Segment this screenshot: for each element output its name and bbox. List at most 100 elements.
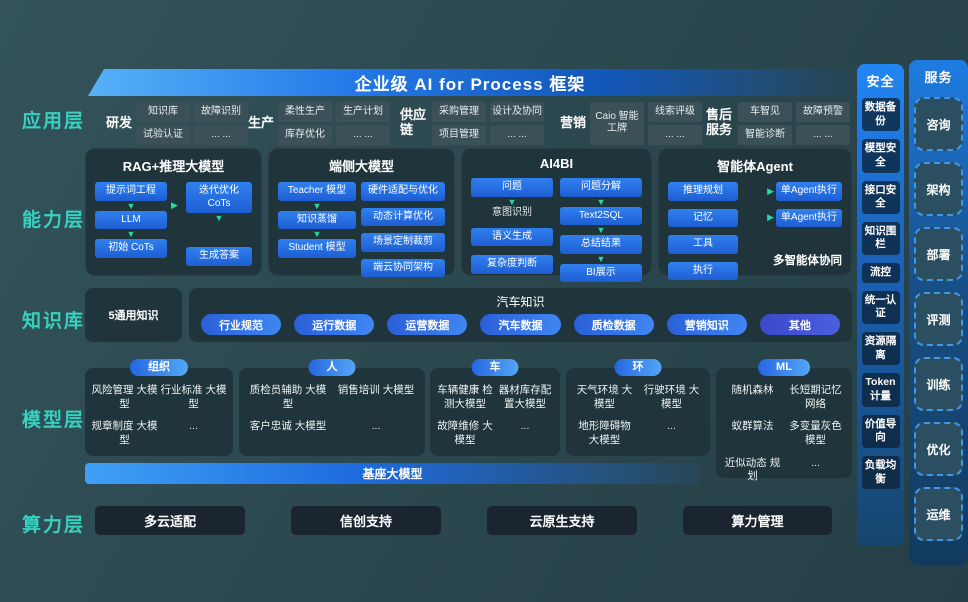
agent-module: 记忆: [668, 208, 738, 227]
app-item: ... ...: [648, 124, 702, 145]
model-item: 天气环境 大模型: [576, 384, 633, 410]
compute-item-cloudnative: 云原生支持: [487, 506, 637, 535]
layer-label-compute: 算力层: [22, 515, 86, 536]
arrow-down-icon: [186, 213, 252, 223]
arrow-down-icon: [278, 201, 356, 211]
services-column: 服务 咨询 架构 部署 评测 训练 优化 运维: [909, 60, 968, 565]
app-group-rnd: 研发 知识库 故障识别 试验认证 ... ...: [106, 100, 248, 146]
app-group-label: 供应链: [400, 107, 427, 137]
knowledge-pill: 运营数据: [387, 314, 468, 335]
app-item: ... ...: [490, 124, 544, 145]
agent-module: 推理规划: [668, 182, 738, 201]
knowledge-pill: 行业规范: [201, 314, 282, 335]
compute-item-multicloud: 多云适配: [95, 506, 245, 535]
model-item: ...: [667, 420, 676, 433]
model-item: 多变量灰色 模型: [789, 420, 842, 446]
knowledge-general-label: 5通用知识: [108, 310, 159, 322]
app-item: 柔性生产: [278, 101, 332, 122]
model-item: ...: [371, 420, 381, 433]
app-item: 采购管理: [432, 101, 486, 122]
app-group-after-sales: 售后服务 车智见 故障预警 智能诊断 ... ...: [706, 100, 850, 146]
cap-box-rag: RAG+推理大模型 提示词工程 LLM 初始 CoTs 迭代优化 CoTs 生成…: [85, 148, 262, 276]
model-item: 器材库存配 置大模型: [498, 384, 552, 410]
arrow-down-icon: [560, 197, 642, 207]
agent-executor: 单Agent执行: [776, 208, 842, 227]
layer-label-knowledge: 知识库: [22, 311, 86, 332]
security-item: 接口安全: [861, 180, 900, 214]
app-group-label: 售后服务: [706, 107, 733, 137]
app-item: 项目管理: [432, 124, 486, 145]
model-group-pill: 组织: [130, 359, 188, 376]
flow-step: 复杂度判断: [471, 255, 553, 274]
model-item: 地形障碍物 大模型: [578, 420, 631, 446]
cap-box-ai4bi: AI4BI 问题 意图识别 语义生成 复杂度判断 问题分解 Text2SQL 总…: [461, 148, 652, 282]
app-item: ... ...: [796, 124, 850, 145]
knowledge-domain-title: 汽车知识: [496, 295, 545, 309]
app-group-items: 车智见 故障预警 智能诊断 ... ...: [738, 101, 850, 145]
layer-label-app: 应用层: [22, 111, 86, 132]
title-banner: 企业级 AI for Process 框架: [88, 69, 852, 96]
security-item: 统一认证: [861, 290, 900, 325]
compute-item-xinchuang: 信创支持: [291, 506, 441, 535]
agent-caption: 多智能体协同: [773, 255, 842, 267]
cap-box-title: RAG+推理大模型: [122, 159, 225, 174]
agent-module: 工具: [668, 235, 738, 254]
arrow-down-icon: [471, 197, 553, 207]
knowledge-pill: 营销知识: [666, 314, 747, 335]
knowledge-pill: 其他: [759, 314, 840, 335]
model-item: 车辆健康 检测大模型: [437, 384, 493, 410]
app-item: 车智见: [738, 101, 792, 122]
base-model-label: 基座大模型: [362, 467, 423, 481]
model-group-environment: 环 天气环境 大模型 行驶环境 大模型 地形障碍物 大模型 ...: [566, 359, 710, 456]
service-item: 咨询: [914, 97, 963, 151]
flow-step: 语义生成: [471, 227, 553, 246]
app-item: 设计及协同: [490, 101, 544, 122]
knowledge-pill-row: 行业规范 运行数据 运营数据 汽车数据 质检数据 营销知识 其他: [201, 314, 840, 335]
knowledge-pill: 质检数据: [573, 314, 654, 335]
model-group-organization: 组织 风险管理 大模型 行业标准 大模型 规章制度 大模型 ...: [85, 359, 233, 456]
knowledge-domain-box: 汽车知识 行业规范 运行数据 运营数据 汽车数据 质检数据 营销知识 其他: [189, 288, 852, 342]
arrow-down-icon: [95, 229, 167, 239]
flow-step: Text2SQL: [560, 206, 642, 225]
model-item: 质检员辅助 大模型: [249, 384, 327, 410]
flow-step: 生成答案: [186, 247, 252, 266]
model-item: 近似动态 规划: [724, 456, 781, 483]
app-group-label: 生产: [248, 114, 275, 130]
app-group-label: 营销: [560, 114, 587, 130]
model-item: 蚁群算法: [731, 420, 774, 433]
app-item: 故障识别: [194, 101, 248, 122]
app-item: ... ...: [194, 124, 248, 145]
model-item: 随机森林: [731, 384, 774, 396]
arrow-down-icon: [560, 254, 642, 264]
app-item: 知识库: [136, 101, 190, 122]
flow-step: LLM: [95, 210, 167, 229]
model-item: 行驶环境 大模型: [643, 384, 700, 410]
app-group-marketing: 营销 Caio 智能工牌 线索评级 ... ...: [560, 100, 702, 146]
list-item: 场景定制裁剪: [361, 233, 445, 252]
knowledge-pill: 运行数据: [294, 314, 375, 335]
list-item: 端云协同架构: [361, 258, 445, 277]
model-item: 风险管理 大模型: [91, 384, 158, 410]
security-item: 价值导向: [861, 414, 900, 448]
arrow-right-icon: [767, 212, 774, 223]
security-column: 安全 数据备份 模型安全 接口安全 知识围栏 流控 统一认证 资源隔离 Toke…: [857, 64, 904, 546]
app-item: 智能诊断: [738, 124, 792, 145]
app-group-production: 生产 柔性生产 生产计划 库存优化 ... ...: [248, 100, 390, 146]
model-item: ...: [189, 420, 198, 433]
model-group-vehicle: 车 车辆健康 检测大模型 器材库存配 置大模型 故障维修 大模型 ...: [430, 359, 560, 456]
model-item: 规章制度 大模型: [91, 420, 158, 446]
arrow-down-icon: [278, 229, 356, 239]
flow-step: 问题: [471, 178, 553, 197]
arrow-down-icon: [95, 201, 167, 211]
list-item: 动态计算优化: [361, 207, 445, 226]
model-item: ...: [811, 456, 820, 469]
agent-executor: 单Agent执行: [776, 182, 842, 201]
security-item: 知识围栏: [861, 221, 900, 256]
service-item: 部署: [914, 227, 963, 281]
knowledge-general-box: 5通用知识: [85, 288, 182, 342]
compute-item-power-mgmt: 算力管理: [683, 506, 832, 535]
cap-box-title: 智能体Agent: [717, 159, 793, 174]
app-item: 故障预警: [796, 101, 850, 122]
agent-module: 执行: [668, 261, 738, 280]
